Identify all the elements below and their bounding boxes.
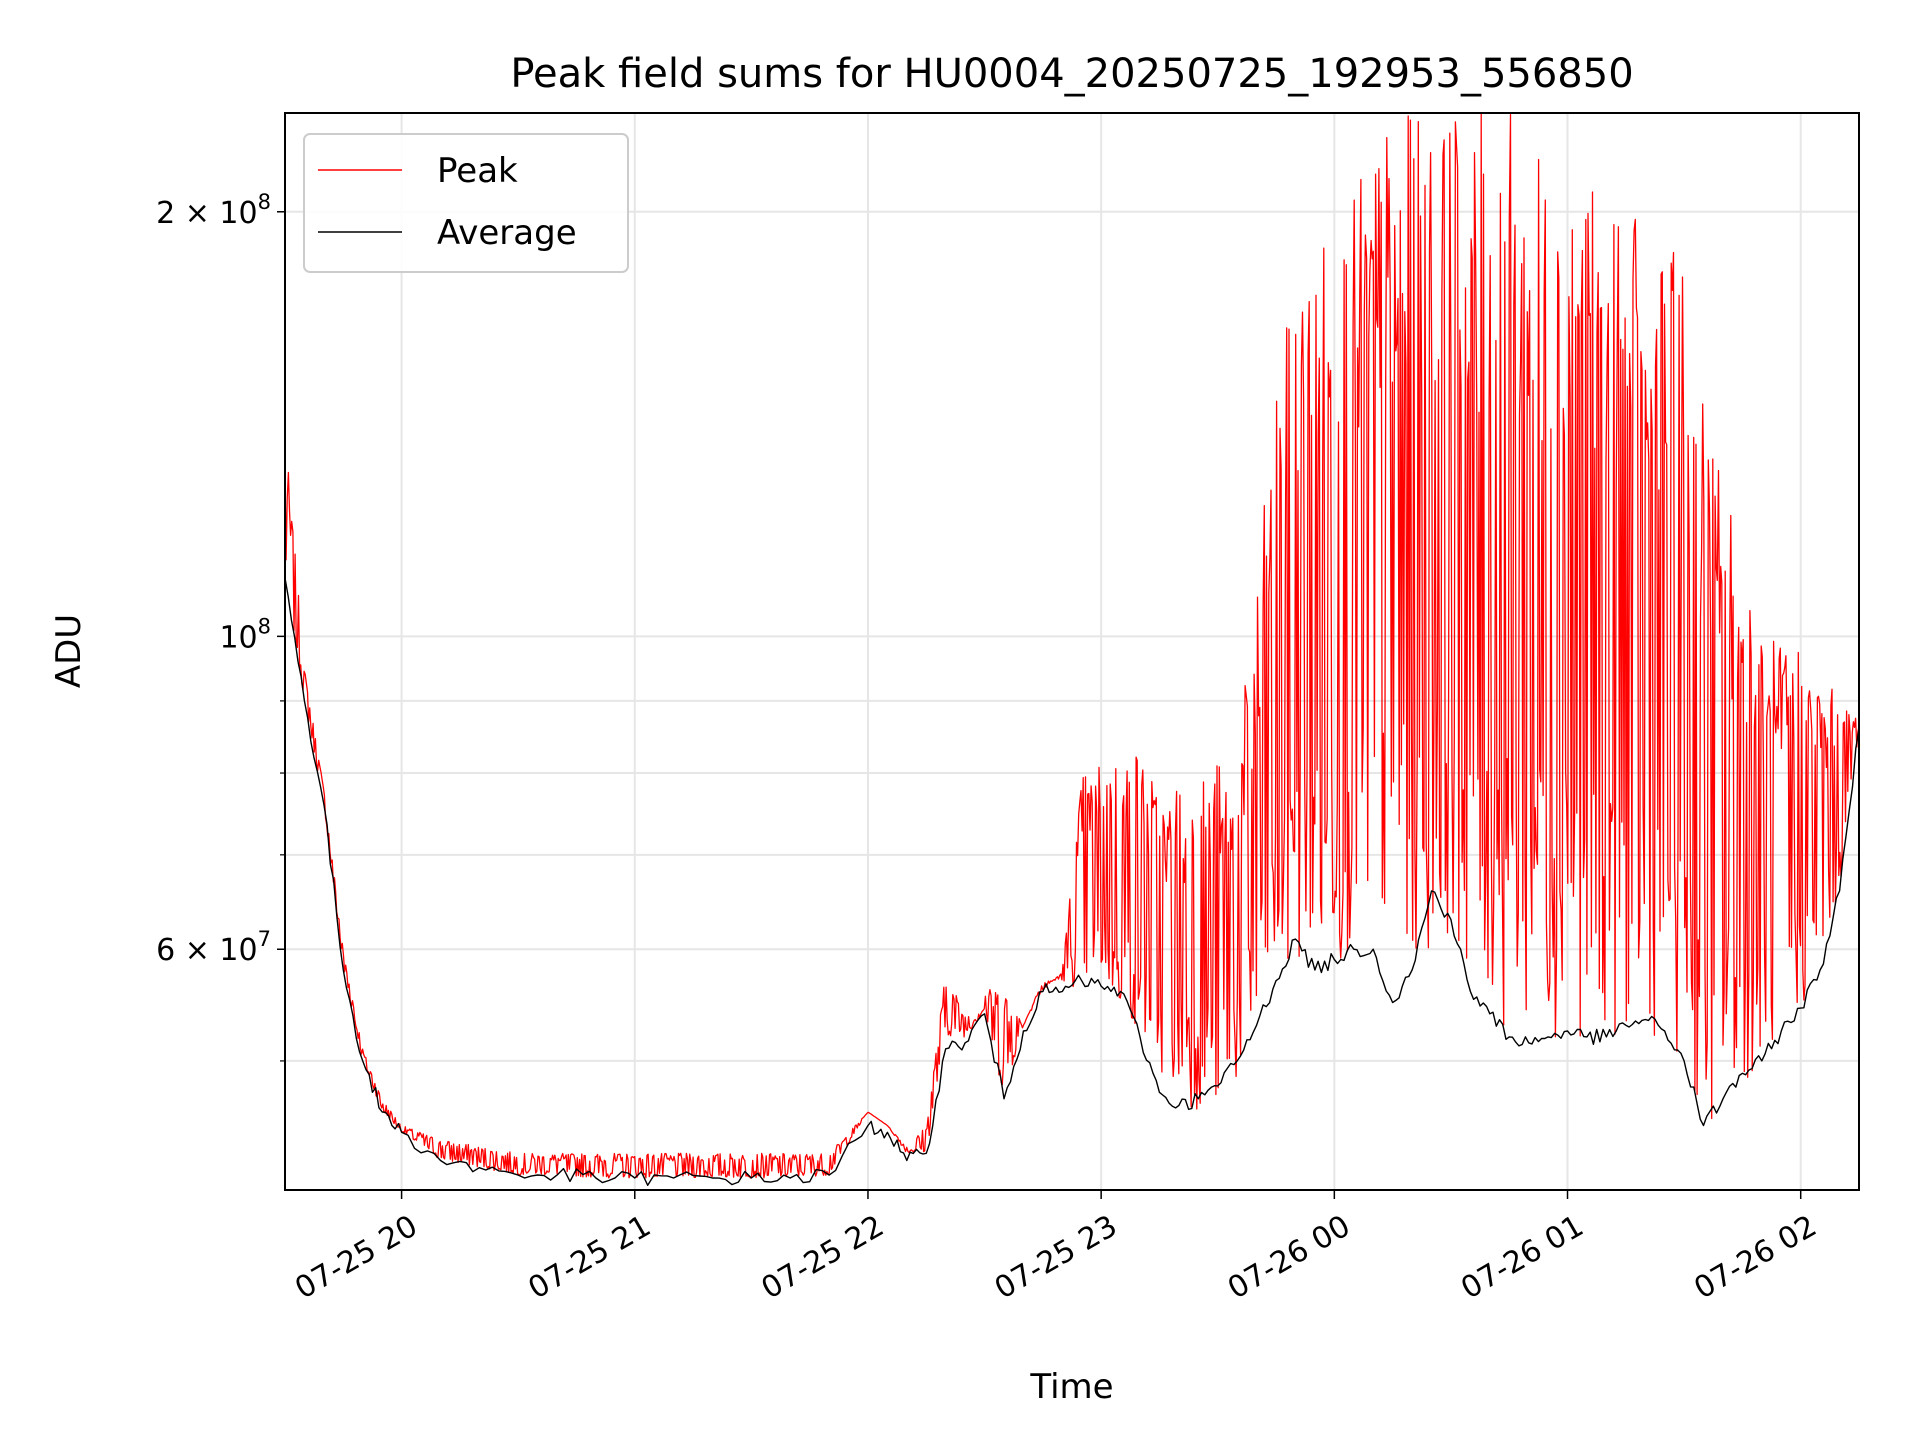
legend-label-average: Average bbox=[437, 213, 577, 253]
legend-label-peak: Peak bbox=[437, 151, 518, 191]
series-peak-line bbox=[285, 113, 1859, 1179]
legend-box bbox=[303, 133, 629, 273]
plot-frame bbox=[284, 112, 1860, 1191]
x-axis-label: Time bbox=[1029, 1367, 1113, 1407]
series-area bbox=[285, 113, 1859, 1186]
chart-title: Peak field sums for HU0004_20250725_1929… bbox=[510, 51, 1633, 97]
grid-lines bbox=[285, 113, 1859, 1190]
y-tick-label: 2 × 108 bbox=[156, 190, 271, 231]
y-tick-label: 6 × 107 bbox=[156, 927, 271, 968]
y-axis-label: ADU bbox=[49, 614, 89, 688]
y-tick-label: 108 bbox=[219, 614, 271, 655]
series-average-line bbox=[285, 577, 1859, 1186]
legend: Peak Average bbox=[303, 133, 629, 273]
